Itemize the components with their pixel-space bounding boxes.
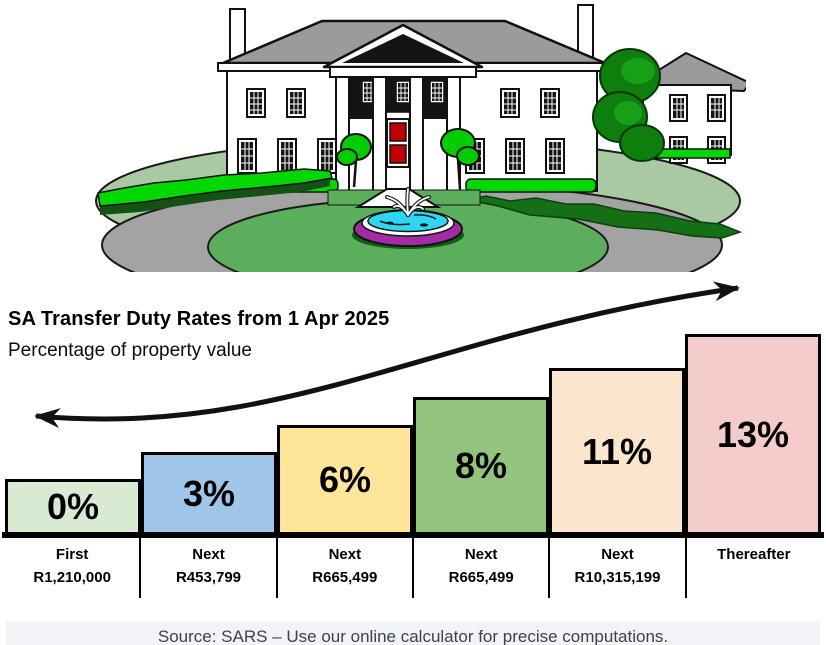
hedgerow-left	[97, 168, 333, 215]
bracket-labels-row: First R1,210,000 Next R453,799 Next R665,499 N…	[5, 538, 821, 598]
bracket-label-amount: R453,799	[175, 569, 242, 586]
bracket-label-line1: Next	[464, 546, 498, 563]
hedge-right	[465, 178, 597, 193]
pediment-tympanum	[342, 34, 464, 63]
walkway	[327, 188, 481, 208]
bracket-label-line1: First	[55, 546, 89, 563]
bracket-label: Next R665,499	[275, 538, 412, 598]
upper-windows	[246, 88, 560, 118]
bracket-label: Thereafter	[684, 538, 821, 598]
column	[409, 76, 424, 192]
page-title: SA Transfer Duty Rates from 1 Apr 2025	[8, 308, 390, 330]
bar-rate-label: 6%	[318, 459, 372, 500]
bar-rate-label: 8%	[454, 445, 508, 486]
bracket-label-line1: Next	[601, 546, 634, 563]
bracket-label-amount: R665,499	[448, 569, 514, 586]
fountain	[352, 187, 464, 249]
column	[335, 76, 350, 192]
bracket-label-amount: R1,210,000	[33, 569, 111, 586]
bar-3%: 3%	[141, 452, 277, 532]
duty-rate-chart: 0% 3% 6% 8% 11% 13% First R1,210,000 Next R453,7…	[2, 334, 824, 598]
entrance-tree-left	[336, 133, 372, 188]
bracket-label-line1: Next	[328, 546, 362, 563]
bar-13%: 13%	[685, 334, 821, 532]
bracket-label-amount: R665,499	[312, 569, 378, 586]
bars-row: 0% 3% 6% 8% 11% 13%	[5, 334, 821, 532]
hedge-band-right	[467, 195, 743, 239]
bar-rate-label: 13%	[716, 413, 790, 455]
entablature	[329, 66, 477, 78]
bar-0%: 0%	[5, 479, 141, 532]
bar-11%: 11%	[549, 368, 685, 532]
bar-6%: 6%	[277, 425, 413, 532]
bracket-label-amount: R10,315,199	[574, 569, 661, 586]
front-door-lower-panel	[389, 144, 407, 164]
column	[372, 76, 387, 192]
bracket-label: First R1,210,000	[5, 538, 139, 598]
source-note: Source: SARS – Use our online calculator…	[6, 621, 820, 645]
axis-baseline	[2, 532, 824, 538]
bracket-label: Next R10,315,199	[548, 538, 684, 598]
bar-rate-label: 11%	[581, 430, 653, 472]
bar-8%: 8%	[413, 397, 549, 532]
front-door-upper-panel	[389, 122, 407, 142]
fountain-spray	[385, 187, 431, 217]
bracket-label: Next R665,499	[411, 538, 548, 598]
mansion-illustration	[95, 4, 746, 272]
large-tree	[592, 48, 665, 162]
bracket-label-line1: Next	[192, 546, 225, 563]
entrance-tree-right	[440, 128, 480, 190]
bar-rate-label: 3%	[182, 472, 236, 514]
bracket-label-line1: Thereafter	[717, 546, 791, 563]
bar-rate-label: 0%	[46, 486, 100, 527]
bracket-label: Next R453,799	[139, 538, 275, 598]
